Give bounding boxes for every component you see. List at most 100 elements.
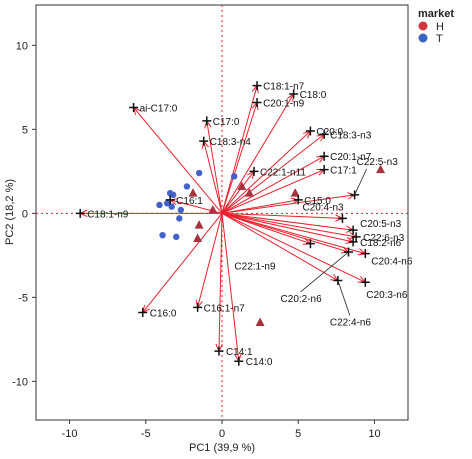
- score-point-h: [290, 188, 300, 197]
- loading-label: C18:3-n3: [330, 130, 372, 141]
- loading-arrow: [221, 212, 339, 281]
- loading-label: C16:0: [150, 308, 177, 319]
- loading-label: ai-C17:0: [140, 103, 178, 114]
- y-tick-label: 5: [22, 124, 28, 136]
- loading-arrow: [221, 171, 255, 214]
- loading-arrow: [203, 140, 223, 214]
- y-tick-label: 10: [16, 40, 28, 52]
- loading-label: C20:3-n6: [366, 290, 408, 301]
- x-axis-title: PC1 (39,9 %): [189, 442, 255, 454]
- loading-arrow: [221, 212, 354, 243]
- score-point-t: [230, 173, 238, 180]
- loading-label: C17:0: [213, 117, 240, 128]
- score-point-h: [194, 220, 204, 229]
- y-axis-ticks: -10 -5 0 5 10: [12, 40, 36, 388]
- loading-label: C18:0: [300, 90, 327, 101]
- loading-arrow: [221, 212, 366, 255]
- loading-arrow: [197, 213, 223, 308]
- loading-marker: [199, 136, 209, 146]
- loading-marker: [319, 129, 329, 139]
- loading-label: C18:2-n6: [360, 238, 402, 249]
- loading-label: C18:1-n9: [87, 209, 129, 220]
- loading-label: C20:1-n7: [330, 152, 372, 163]
- loading-marker: [214, 346, 224, 356]
- loading-label: C20:5-n3: [360, 219, 402, 230]
- loading-marker: [252, 97, 262, 107]
- y-tick-label: -5: [18, 292, 28, 304]
- score-points: [156, 164, 386, 327]
- x-axis-ticks: -10 -5 0 5 10: [62, 420, 381, 440]
- loading-arrow: [221, 155, 325, 214]
- loading-arrow: [221, 212, 343, 219]
- loading-arrow: [218, 213, 223, 352]
- score-point-t: [156, 201, 163, 209]
- x-tick-label: -5: [141, 428, 151, 440]
- loading-markers: [75, 81, 370, 366]
- score-point-h: [193, 233, 203, 243]
- loading-marker: [351, 232, 361, 242]
- loading-labels: C18:1-n7C18:0C20:1-n9ai-C17:0C17:0C20:0C…: [87, 82, 413, 369]
- loading-arrow: [221, 133, 325, 214]
- loading-label: C20:2-n6: [281, 294, 323, 305]
- loading-marker: [305, 126, 315, 136]
- loading-marker: [293, 195, 303, 205]
- legend-marker-t: [418, 33, 428, 43]
- loading-marker: [348, 225, 358, 235]
- loading-arrow: [221, 212, 366, 283]
- loading-label: C22:1-n11: [260, 167, 306, 178]
- loading-marker: [138, 307, 148, 317]
- loading-marker: [305, 239, 315, 249]
- legend-label-t: T: [436, 33, 443, 45]
- loading-label: C20:4-n6: [371, 257, 413, 268]
- loading-arrow: [221, 194, 355, 214]
- loading-marker: [129, 102, 139, 112]
- score-point-h: [208, 204, 218, 214]
- loading-label: C18:1-n7: [263, 82, 305, 93]
- loading-label: C15:0: [304, 196, 331, 207]
- score-point-h: [188, 188, 198, 197]
- loading-marker: [193, 302, 203, 312]
- loading-label: C20:4-n3: [302, 202, 344, 213]
- score-point-t: [168, 203, 175, 210]
- score-point-h: [244, 188, 254, 197]
- score-point-t: [176, 215, 183, 222]
- legend-marker-h: [418, 21, 428, 31]
- loading-arrow: [142, 213, 223, 313]
- loading-label-leader: [300, 251, 349, 293]
- score-point-t: [173, 233, 180, 241]
- loading-marker: [319, 151, 329, 161]
- loading-marker: [289, 89, 299, 99]
- loading-label: C22:6-n3: [363, 233, 405, 244]
- loading-arrows: [79, 84, 367, 363]
- loading-marker: [319, 165, 329, 175]
- loading-marker: [360, 277, 370, 287]
- loading-arrow: [206, 120, 223, 214]
- loading-arrow: [221, 212, 349, 253]
- x-tick-label: 5: [295, 428, 301, 440]
- loading-label: C20:1-n9: [263, 98, 305, 109]
- loading-label: C22:1-n9: [234, 262, 276, 273]
- loading-label: C14:0: [246, 357, 273, 368]
- score-point-t: [177, 206, 185, 214]
- x-tick-label: -10: [62, 428, 78, 440]
- loading-arrow: [133, 107, 223, 214]
- y-tick-label: -10: [12, 376, 28, 388]
- score-point-h: [237, 181, 247, 190]
- score-point-t: [195, 169, 203, 177]
- loading-marker: [202, 116, 212, 126]
- loading-arrow: [221, 169, 325, 214]
- x-tick-label: 0: [219, 428, 225, 440]
- score-point-t: [183, 183, 191, 190]
- legend-label-h: H: [436, 21, 444, 33]
- loading-arrow: [221, 212, 311, 245]
- legend: market H T: [418, 8, 454, 45]
- loading-label: C17:1: [330, 166, 357, 177]
- y-axis-title: PC2 (18,2 %): [4, 179, 16, 245]
- loading-arrow: [221, 199, 299, 214]
- loading-label: C18:3-n4: [210, 137, 252, 148]
- loading-label: C16:1-n7: [204, 303, 246, 314]
- loading-arrow: [221, 213, 240, 362]
- loading-marker: [348, 237, 358, 247]
- loading-label-leader: [354, 168, 368, 196]
